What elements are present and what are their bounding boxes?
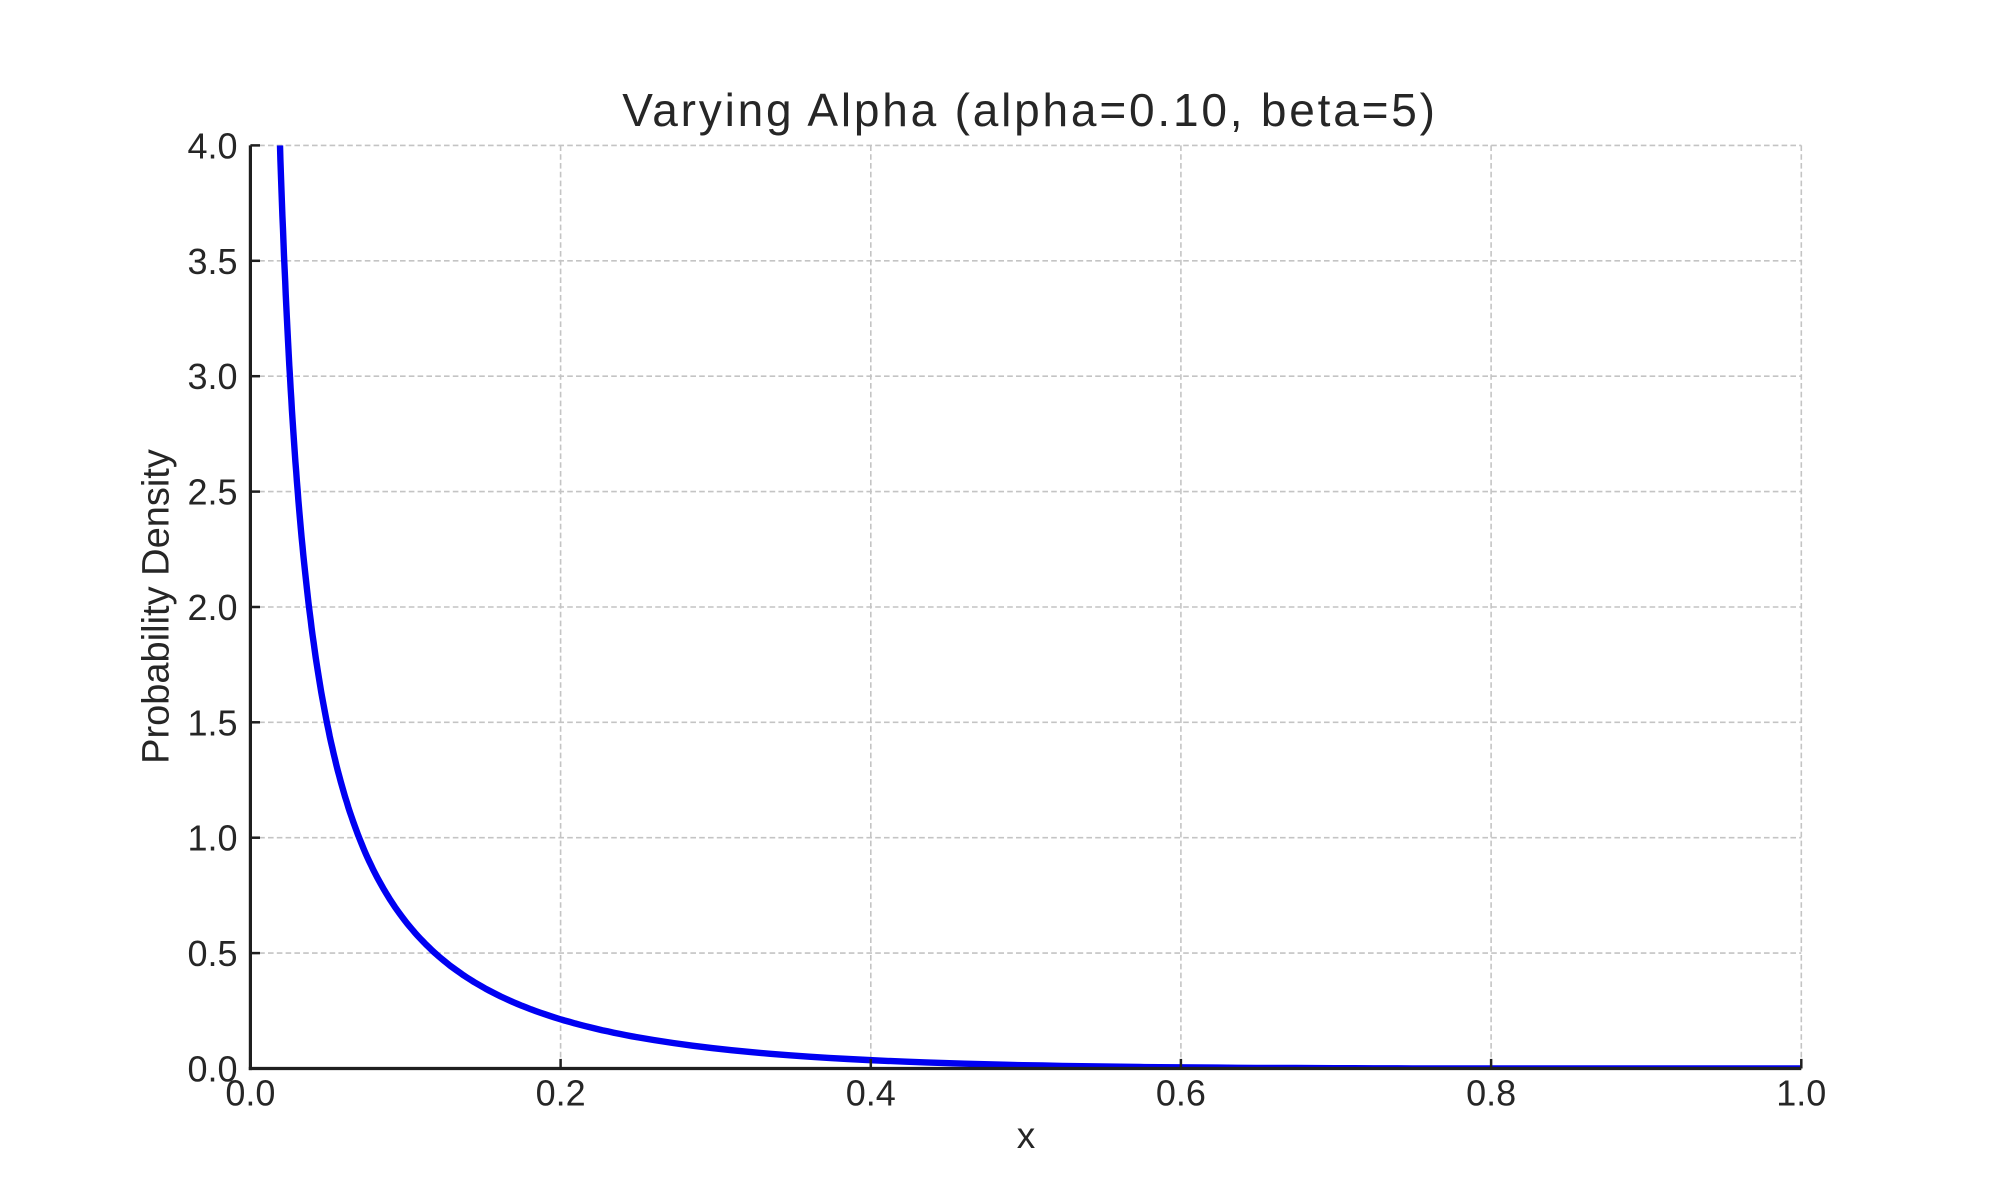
svg-text:0.5: 0.5 bbox=[187, 933, 237, 974]
svg-text:0.0: 0.0 bbox=[187, 1049, 237, 1090]
svg-text:x: x bbox=[1017, 1115, 1036, 1156]
svg-text:3.5: 3.5 bbox=[187, 241, 237, 282]
svg-text:1.0: 1.0 bbox=[187, 818, 237, 859]
svg-text:0.6: 0.6 bbox=[1156, 1073, 1206, 1114]
svg-text:2.0: 2.0 bbox=[187, 587, 237, 628]
svg-text:4.0: 4.0 bbox=[187, 125, 237, 166]
svg-text:1.5: 1.5 bbox=[187, 702, 237, 743]
svg-text:0.0: 0.0 bbox=[225, 1073, 275, 1114]
svg-text:Probability Density: Probability Density bbox=[136, 449, 178, 764]
svg-text:1.0: 1.0 bbox=[1776, 1073, 1826, 1114]
svg-text:2.5: 2.5 bbox=[187, 472, 237, 513]
svg-text:3.0: 3.0 bbox=[187, 356, 237, 397]
svg-text:0.4: 0.4 bbox=[846, 1073, 896, 1114]
svg-text:0.2: 0.2 bbox=[536, 1073, 586, 1114]
svg-text:0.8: 0.8 bbox=[1466, 1073, 1516, 1114]
svg-text:Varying Alpha (alpha=0.10, bet: Varying Alpha (alpha=0.10, beta=5) bbox=[622, 84, 1438, 136]
